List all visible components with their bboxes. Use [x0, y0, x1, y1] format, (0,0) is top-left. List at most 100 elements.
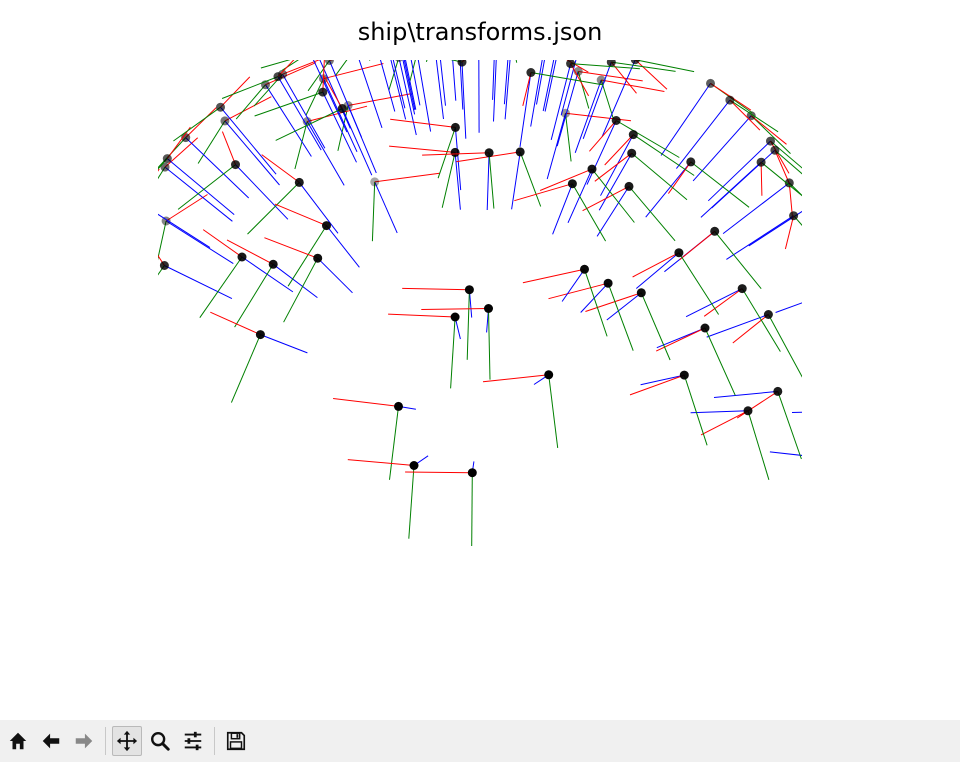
camera-x-axis: [458, 18, 524, 25]
camera-x-axis: [552, 19, 616, 30]
camera-center-point: [220, 116, 230, 126]
camera-center-point: [686, 157, 696, 167]
camera-z-axis: [282, 73, 326, 149]
camera-x-axis: [548, 282, 609, 300]
camera-y-axis: [793, 215, 802, 226]
camera-z-axis: [586, 120, 617, 185]
camera-x-axis: [372, 13, 432, 28]
camera-center-point: [337, 104, 347, 113]
camera-z-axis: [748, 210, 802, 247]
back-button[interactable]: [36, 726, 66, 756]
camera-center-point: [679, 370, 689, 380]
camera-x-axis: [385, 9, 446, 23]
camera-z-axis: [260, 334, 308, 354]
camera-y-axis: [383, 20, 404, 27]
camera-center-point: [450, 312, 460, 322]
camera-x-axis: [788, 182, 793, 217]
camera-y-axis: [683, 374, 708, 446]
camera-x-axis: [750, 115, 787, 145]
save-button[interactable]: [221, 726, 251, 756]
camera-x-axis: [158, 254, 165, 266]
camera-x-axis: [563, 27, 620, 45]
camera-y-axis: [221, 76, 279, 99]
camera-y-axis: [307, 60, 330, 92]
camera-center-point: [474, 50, 483, 59]
camera-z-axis: [676, 99, 731, 169]
camera-x-axis: [732, 314, 769, 344]
camera-x-axis: [421, 308, 489, 310]
camera-center-point: [558, 23, 567, 32]
configure-button[interactable]: [178, 726, 208, 756]
camera-z-axis: [519, 72, 532, 147]
camera-center-point: [237, 252, 247, 262]
camera-y-axis: [822, 199, 857, 250]
camera-center-point: [579, 28, 588, 37]
camera-z-axis: [706, 314, 769, 338]
camera-x-axis: [164, 137, 199, 168]
camera-y-axis: [600, 79, 614, 120]
camera-z-axis: [452, 60, 457, 101]
camera-y-axis: [234, 264, 274, 328]
camera-y-axis: [635, 60, 695, 73]
camera-x-axis: [226, 239, 274, 265]
camera-y-axis: [584, 269, 608, 337]
camera-x-axis: [315, 29, 369, 49]
camera-z-axis: [272, 263, 318, 298]
pan-button[interactable]: [112, 726, 142, 756]
camera-y-axis: [450, 60, 463, 63]
camera-z-axis: [164, 265, 233, 300]
camera-center-point: [306, 49, 315, 58]
forward-button[interactable]: [69, 726, 99, 756]
camera-x-axis: [736, 390, 779, 419]
camera-z-axis: [224, 120, 280, 186]
camera-center-point: [566, 60, 576, 69]
camera-center-point: [540, 42, 549, 51]
camera-x-axis: [864, 411, 877, 444]
camera-x-axis: [496, 13, 563, 16]
camera-z-axis: [542, 60, 555, 112]
camera-y-axis: [158, 220, 167, 261]
camera-y-axis: [577, 71, 590, 109]
camera-center-point: [255, 330, 265, 340]
camera-center-point: [700, 323, 710, 333]
camera-z-axis: [410, 60, 421, 106]
camera-z-axis: [690, 410, 749, 414]
camera-y-axis: [615, 120, 680, 158]
camera-y-axis: [488, 152, 495, 209]
camera-y-axis: [690, 161, 750, 208]
camera-z-axis: [166, 158, 235, 215]
camera-z-axis: [606, 292, 642, 321]
camera-center-point: [273, 72, 283, 82]
camera-y-axis: [337, 105, 349, 151]
camera-y-axis: [640, 292, 671, 361]
camera-x-axis: [165, 194, 208, 222]
camera-x-axis: [822, 199, 840, 231]
camera-z-axis: [390, 60, 407, 120]
camera-x-axis: [329, 60, 334, 61]
camera-y-axis: [230, 334, 261, 403]
camera-center-point: [515, 147, 525, 157]
camera-x-axis: [374, 172, 440, 183]
camera-center-point: [507, 14, 516, 23]
camera-x-axis: [261, 154, 300, 183]
camera-z-axis: [402, 60, 416, 115]
move-icon: [116, 730, 138, 752]
plot-area[interactable]: [0, 0, 960, 720]
camera-z-axis: [323, 78, 358, 153]
camera-y-axis: [611, 61, 676, 72]
camera-center-point: [627, 148, 637, 158]
home-button[interactable]: [3, 726, 33, 756]
figure-canvas[interactable]: ship\transforms.json: [0, 0, 960, 720]
camera-y-axis: [437, 127, 456, 179]
camera-z-axis: [265, 84, 312, 157]
camera-x-axis: [821, 461, 849, 492]
camera-y-axis: [363, 22, 397, 25]
camera-y-axis: [260, 60, 291, 69]
camera-y-axis: [628, 186, 676, 242]
camera-z-axis: [459, 60, 464, 110]
camera-center-point: [181, 133, 191, 143]
camera-center-point: [674, 248, 684, 258]
camera-center-point: [630, 60, 640, 65]
zoom-button[interactable]: [145, 726, 175, 756]
camera-y-axis: [247, 182, 300, 235]
